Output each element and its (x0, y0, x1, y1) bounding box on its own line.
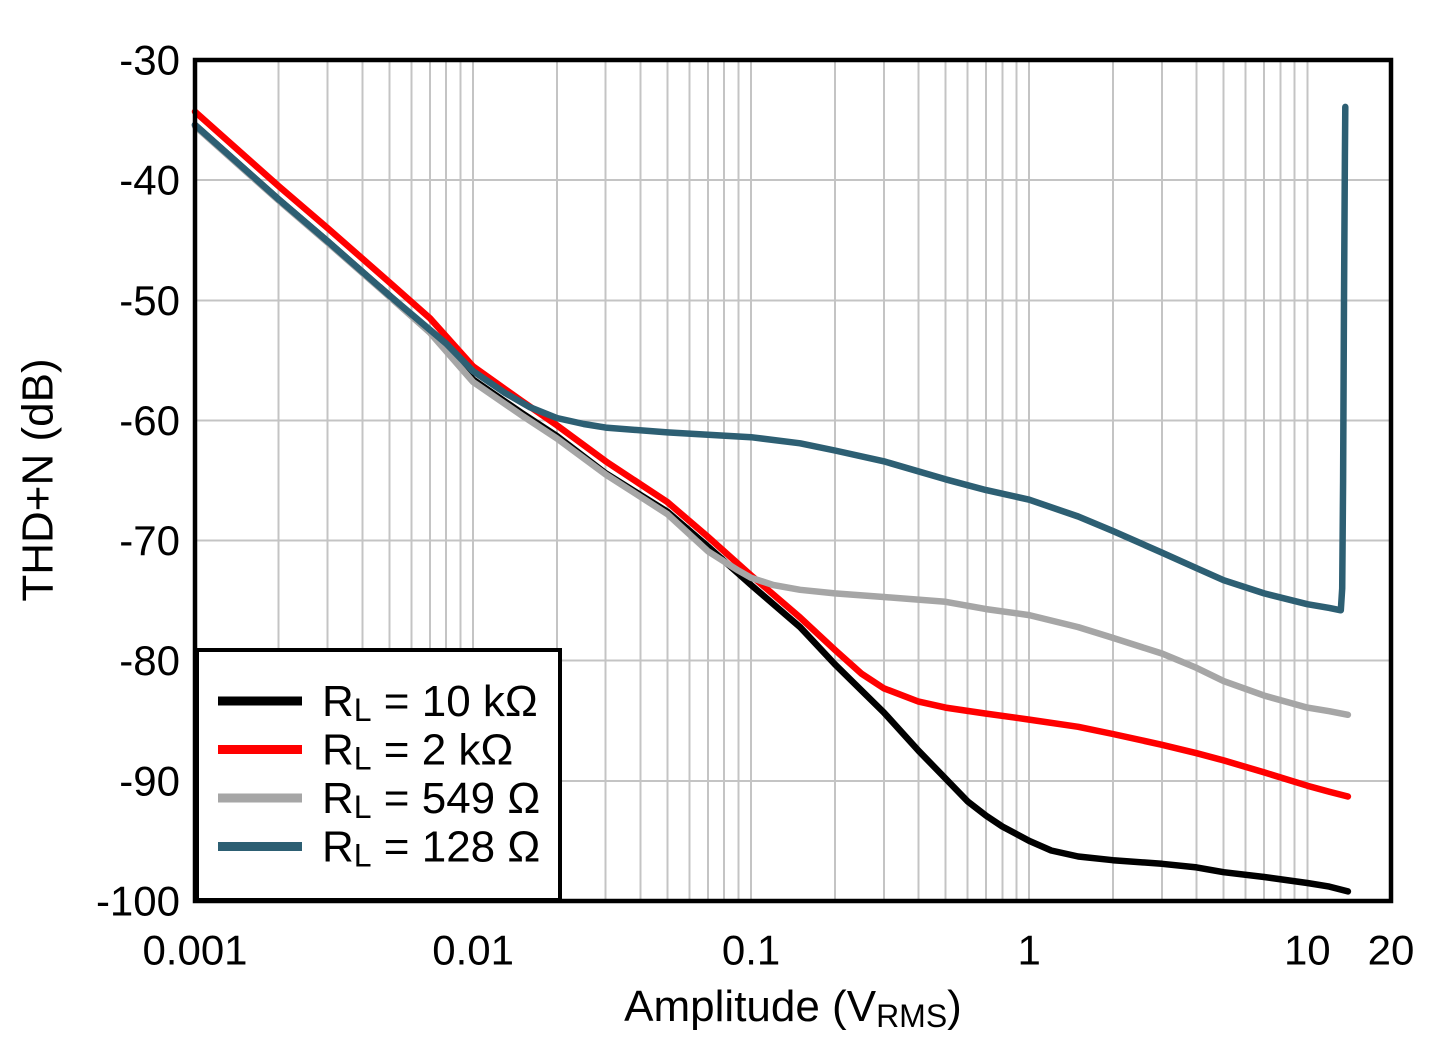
y-tick-label--90: -90 (119, 757, 180, 804)
legend-label-rl-128: RL = 128 Ω (322, 822, 540, 874)
plot-border (192, 57, 1394, 904)
x-tick-label-10: 10 (1284, 927, 1331, 974)
x-tick-label-20: 20 (1368, 927, 1415, 974)
series-line-rl-2k (191, 108, 1352, 800)
x-tick-label-0.1: 0.1 (722, 927, 780, 974)
y-axis-title: THD+N (dB) (14, 358, 63, 601)
legend-label-rl-549: RL = 549 Ω (322, 774, 540, 826)
grid-layer (195, 60, 1391, 901)
legend-item-rl-10k: RL = 10 kΩ (218, 677, 538, 729)
legend-item-rl-2k: RL = 2 kΩ (218, 725, 513, 777)
series-line-rl-549 (191, 122, 1352, 719)
legend-box (195, 648, 562, 902)
legend-label-rl-2k: RL = 2 kΩ (322, 725, 513, 777)
legend-item-rl-549: RL = 549 Ω (218, 774, 540, 826)
x-tick-label-0.01: 0.01 (432, 927, 514, 974)
y-tick-label--70: -70 (119, 517, 180, 564)
y-tick-label--30: -30 (119, 37, 180, 84)
y-tick-label--100: -100 (96, 878, 180, 925)
x-tick-label-0.001: 0.001 (142, 927, 247, 974)
x-axis-title: Amplitude (VRMS) (624, 982, 962, 1035)
y-tick-label--50: -50 (119, 277, 180, 324)
y-tick-label--80: -80 (119, 637, 180, 684)
series-layer (191, 103, 1352, 895)
legend-label-rl-10k: RL = 10 kΩ (322, 677, 538, 729)
y-tick-label--60: -60 (119, 397, 180, 444)
y-tick-label--40: -40 (119, 157, 180, 204)
legend-item-rl-128: RL = 128 Ω (218, 822, 540, 874)
series-line-rl-128 (191, 103, 1349, 614)
x-tick-label-1: 1 (1018, 927, 1041, 974)
axis-labels: THD+N (dB) 0.001 0.01 0.1 1 10 20 -30 -40 -50 -60… (14, 37, 1415, 1035)
plot-frame (192, 57, 1394, 904)
